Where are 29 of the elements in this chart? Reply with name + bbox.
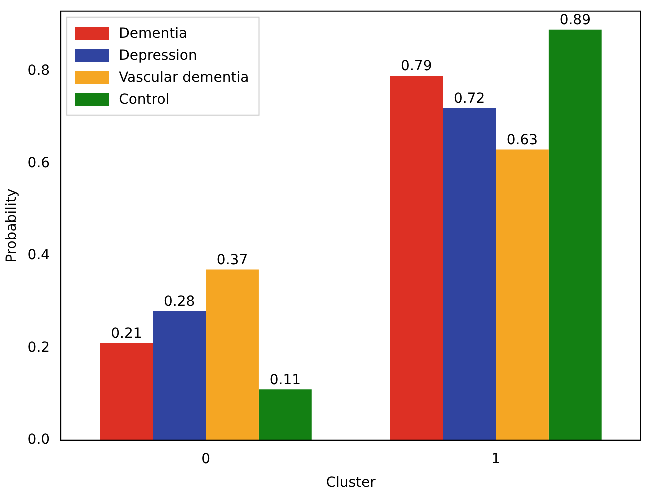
bar — [206, 270, 259, 440]
bar — [258, 390, 312, 440]
legend-label: Dementia — [119, 26, 188, 42]
bar — [390, 76, 444, 440]
y-tick-label: 0.2 — [28, 340, 50, 356]
legend-label: Depression — [119, 48, 198, 64]
data-label: 0.79 — [401, 58, 432, 75]
x-tick-label: 1 — [492, 451, 500, 468]
x-axis-title: Cluster — [326, 475, 376, 492]
y-tick-label: 0.6 — [28, 155, 50, 172]
bar — [153, 311, 206, 440]
legend-label: Vascular dementia — [119, 70, 250, 86]
data-label: 0.89 — [560, 12, 591, 28]
y-tick-label: 0.0 — [28, 432, 50, 448]
data-label: 0.21 — [111, 326, 142, 342]
data-label: 0.11 — [270, 372, 302, 388]
legend-label: Control — [119, 92, 170, 108]
bar — [100, 344, 154, 440]
y-tick-label: 0.8 — [28, 63, 50, 80]
bar — [496, 150, 549, 440]
data-label: 0.28 — [164, 294, 196, 310]
data-label: 0.63 — [506, 132, 538, 148]
bar — [548, 30, 602, 440]
y-axis-title: Probability — [4, 188, 20, 263]
data-label: 0.37 — [216, 252, 248, 268]
x-tick-label: 0 — [202, 451, 211, 468]
bar — [443, 108, 496, 440]
data-label: 0.72 — [454, 90, 486, 107]
y-tick-label: 0.4 — [28, 248, 50, 264]
